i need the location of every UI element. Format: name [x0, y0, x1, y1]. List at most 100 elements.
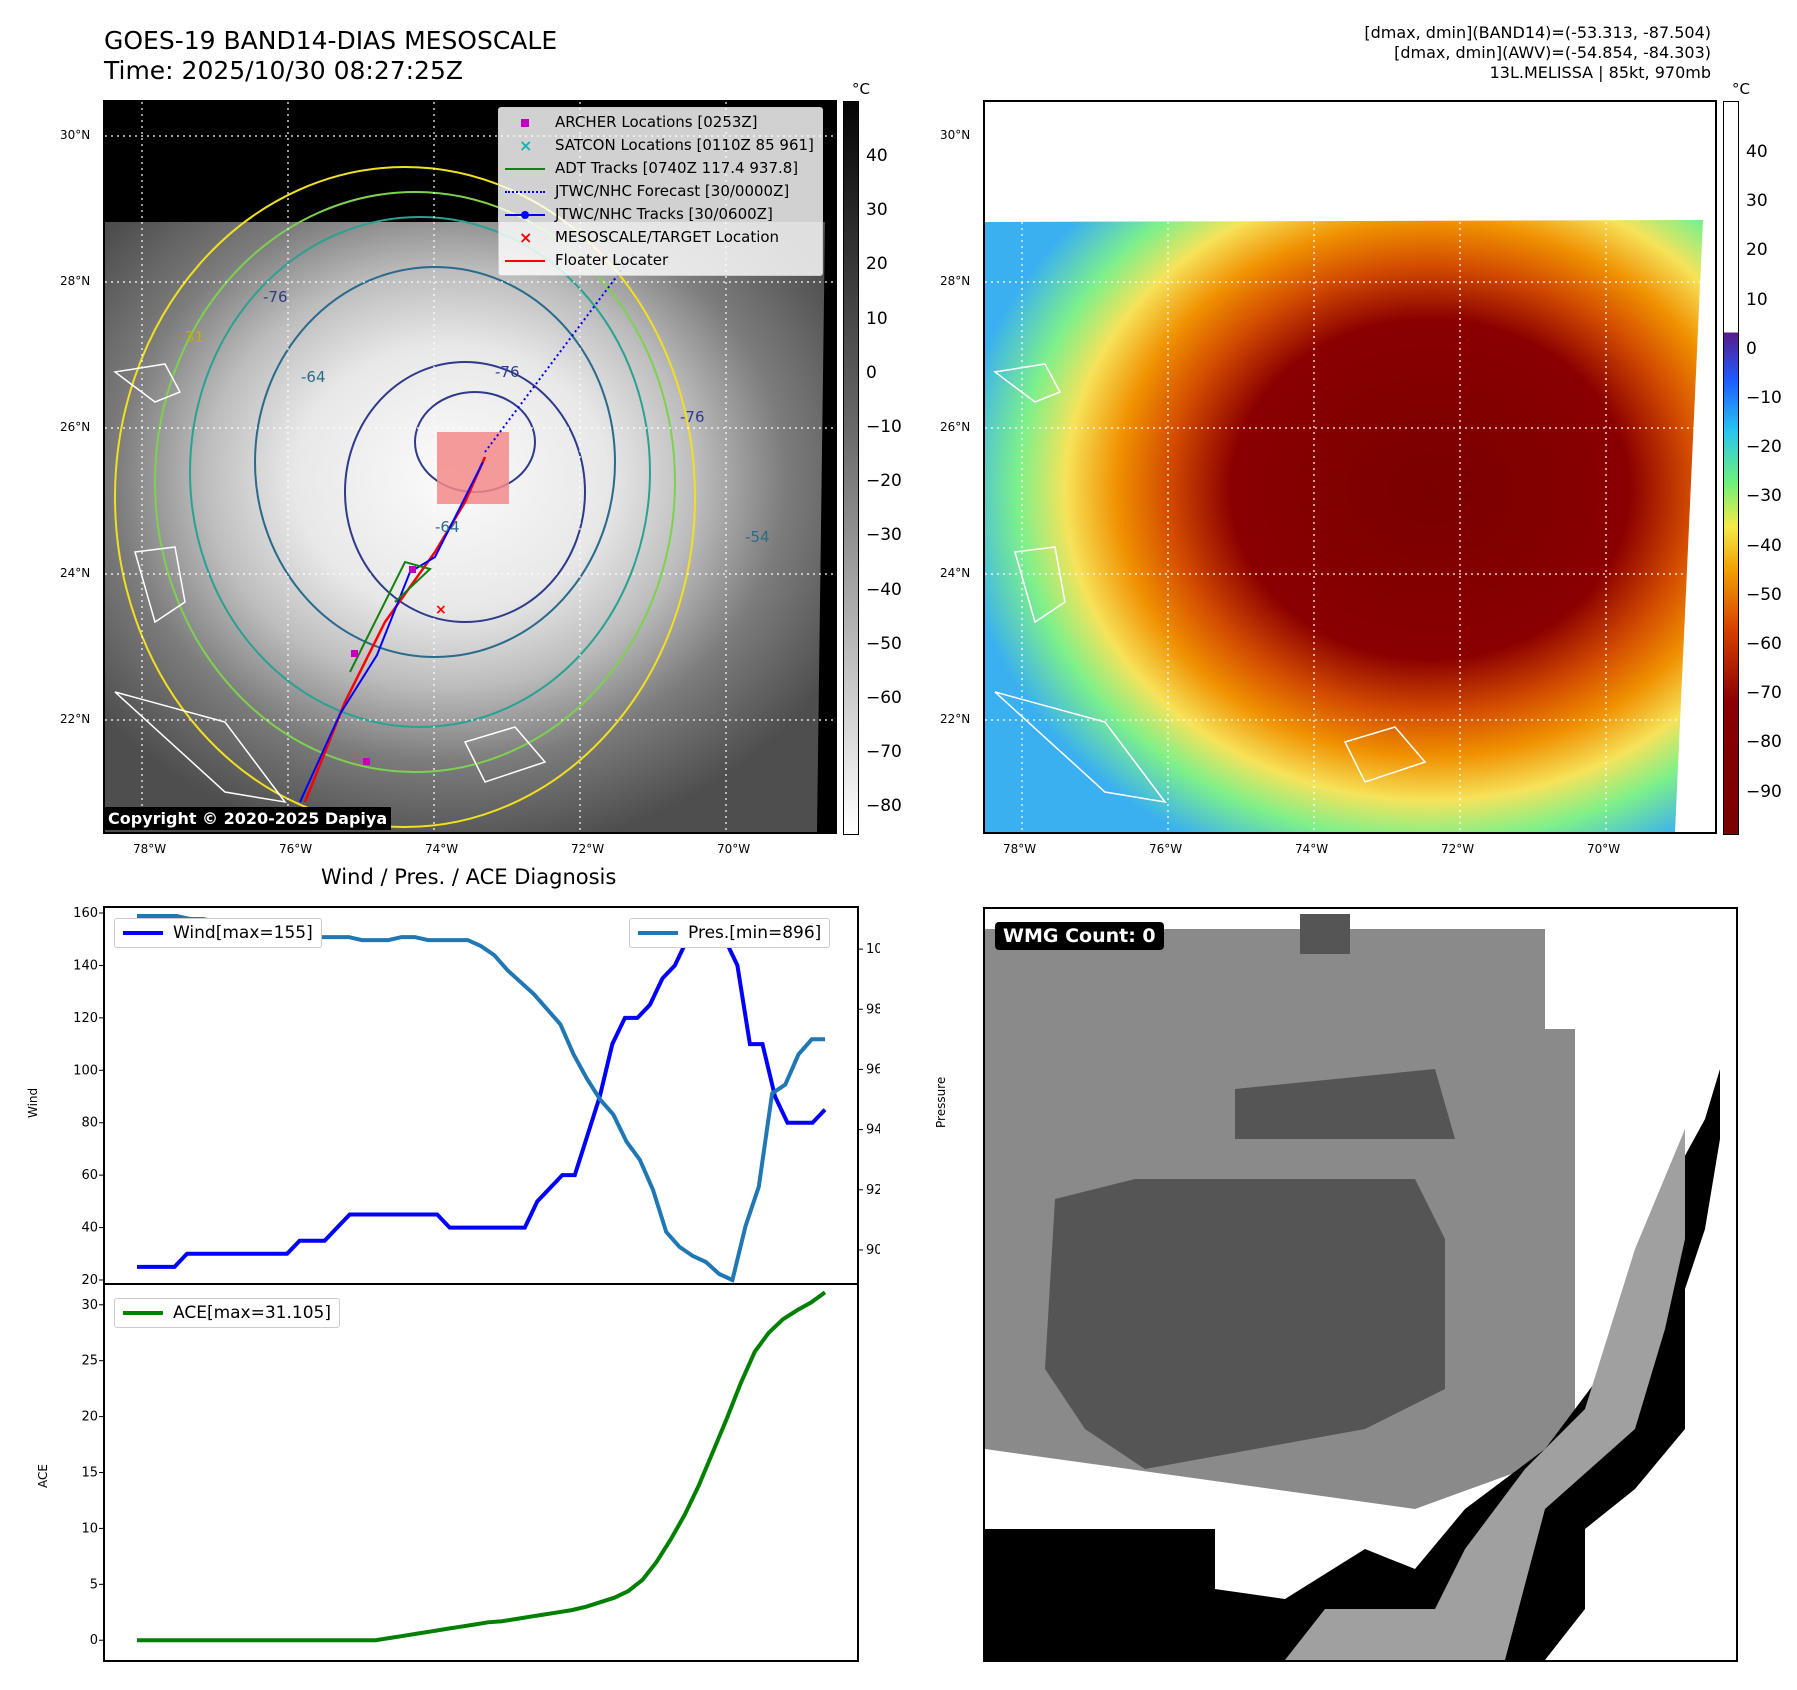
colorbar-tick-label: 0: [1746, 338, 1757, 359]
pressure-tick-label: 920: [866, 1183, 880, 1198]
colorbar-tick-label: −40: [1746, 535, 1782, 556]
gray-colorbar: [843, 101, 859, 835]
wind-tick-label: 40: [81, 1221, 98, 1236]
colorbar-tick-label: −80: [1746, 732, 1782, 753]
wmg-count-badge: WMG Count: 0: [995, 922, 1164, 950]
legend-item: JTWC/NHC Tracks [30/0600Z]: [505, 203, 814, 226]
lat-label: 22°N: [60, 712, 91, 726]
wind-tick-label: 80: [81, 1116, 98, 1131]
wind-legend: Wind[max=155]: [114, 918, 322, 948]
diagnosis-chart: 1601401201008060402010009809609409209003…: [73, 906, 880, 1662]
pressure-tick-label: 900: [866, 1243, 880, 1258]
ir-map-panel: × -76 -64 -76 -76 -54 -64 31: [103, 100, 837, 834]
ace-tick-label: 30: [81, 1298, 98, 1313]
line-dot-icon: [505, 208, 545, 222]
contour-label: -76: [680, 408, 705, 426]
lon-label: 72°W: [571, 842, 605, 856]
wind-tick-label: 20: [81, 1273, 98, 1288]
lon-label: 70°W: [1587, 842, 1621, 856]
lat-label: 26°N: [940, 420, 971, 434]
colorbar-tick-label: −50: [1746, 584, 1782, 605]
colorbar-tick-label: −10: [1746, 388, 1782, 408]
colorbar-tick-label: −90: [1746, 781, 1782, 802]
ace-tick-label: 5: [90, 1577, 98, 1592]
colorbar-tick-label: −20: [866, 471, 902, 492]
info-storm: 13L.MELISSA | 85kt, 970mb: [1489, 63, 1711, 82]
lon-label: 74°W: [425, 842, 459, 856]
lat-label: 30°N: [60, 128, 91, 142]
ace-tick-label: 20: [81, 1410, 98, 1425]
legend-item: ADT Tracks [0740Z 117.4 937.8]: [505, 157, 814, 180]
legend-item: × SATCON Locations [0110Z 85 961]: [505, 134, 814, 157]
colorbar-tick-label: −20: [1746, 437, 1782, 458]
colorbar-tick-label: −80: [866, 796, 902, 817]
ace-series-line: [137, 1290, 827, 1643]
lon-label: 78°W: [133, 842, 167, 856]
wmg-svg: [985, 909, 1736, 1660]
svg-text:×: ×: [435, 602, 447, 618]
colorbar-tick-label: 20: [1746, 240, 1768, 261]
colorbar-tick-label: 10: [866, 308, 888, 329]
colorbar-tick-label: 40: [866, 146, 888, 166]
line-marker-icon: [505, 162, 545, 176]
colorbar-tick-label: −30: [1746, 486, 1782, 507]
colorbar-tick-label: −10: [866, 417, 902, 437]
colorbar-tick-label: −60: [1746, 634, 1782, 654]
pressure-tick-label: 940: [866, 1123, 880, 1138]
contour-label: -64: [435, 518, 460, 536]
colorbar-tick-label: −40: [866, 579, 902, 600]
diagnosis-title: Wind / Pres. / ACE Diagnosis: [321, 865, 617, 889]
lat-label: 28°N: [940, 274, 971, 288]
colorbar-tick-label: 40: [1746, 142, 1768, 162]
awv-map-panel: [983, 100, 1717, 834]
colorbar-tick-label: 30: [866, 200, 888, 221]
map-legend: ARCHER Locations [0253Z] × SATCON Locatio…: [498, 107, 823, 276]
color-colorbar: [1723, 101, 1739, 835]
ace-axes-frame: [103, 1283, 859, 1662]
legend-item: JTWC/NHC Forecast [30/0000Z]: [505, 180, 814, 203]
lon-label: 78°W: [1003, 842, 1037, 856]
ace-legend-line-icon: [123, 1311, 163, 1315]
dotted-line-icon: [505, 185, 545, 199]
info-awv-range: [dmax, dmin](AWV)=(-54.854, -84.303): [1394, 43, 1711, 62]
colorbar-unit: °C: [852, 80, 870, 98]
wind-tick-label: 160: [73, 906, 98, 921]
legend-item: Floater Locater: [505, 249, 814, 272]
lat-label: 26°N: [60, 420, 91, 434]
square-marker-icon: [505, 116, 545, 130]
pres-legend-line-icon: [638, 931, 678, 935]
ace-legend: ACE[max=31.105]: [114, 1298, 340, 1328]
wind-tick-label: 100: [73, 1063, 98, 1078]
lat-label: 30°N: [940, 128, 971, 142]
colorbar-tick-label: −60: [866, 688, 902, 708]
legend-item: × MESOSCALE/TARGET Location: [505, 226, 814, 249]
wind-tick-label: 120: [73, 1011, 98, 1026]
pressure-tick-label: 960: [866, 1062, 880, 1077]
wind-tick-label: 140: [73, 958, 98, 973]
lon-label: 74°W: [1295, 842, 1329, 856]
ace-tick-label: 15: [81, 1466, 98, 1481]
ir-map-svg: × -76 -64 -76 -76 -54 -64 31: [105, 102, 835, 832]
contour-label: 31: [185, 328, 204, 346]
contour-label: -64: [301, 368, 326, 386]
figure-title: GOES-19 BAND14-DIAS MESOSCALE: [104, 26, 558, 55]
copyright-badge: Copyright © 2020-2025 Dapiya: [104, 807, 392, 830]
contour-label: -76: [263, 288, 288, 306]
wind-tick-label: 60: [81, 1168, 98, 1183]
colorbar-tick-label: −70: [866, 742, 902, 763]
pressure-tick-label: 980: [866, 1002, 880, 1017]
colorbar-tick-label: 10: [1746, 289, 1768, 310]
colorbar-tick-label: 20: [866, 254, 888, 275]
lat-label: 24°N: [940, 566, 971, 580]
x-marker-icon: ×: [519, 227, 533, 247]
line-marker-icon: [505, 254, 545, 268]
colorbar-tick-label: −30: [866, 525, 902, 546]
wind-legend-line-icon: [123, 931, 163, 935]
contour-label: -54: [745, 528, 770, 546]
lat-label: 22°N: [940, 712, 971, 726]
contour-label: -76: [495, 363, 520, 381]
lat-label: 24°N: [60, 566, 91, 580]
ace-axis-label: ACE: [36, 1464, 50, 1488]
colorbar-unit: °C: [1732, 80, 1750, 98]
info-band14-range: [dmax, dmin](BAND14)=(-53.313, -87.504): [1364, 23, 1711, 42]
